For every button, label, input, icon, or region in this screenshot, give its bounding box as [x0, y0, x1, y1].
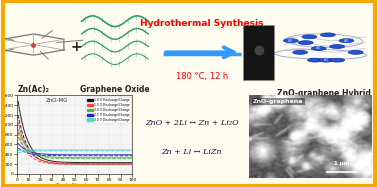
Text: ZnO + 2Li ↔ Zn + Li₂O: ZnO + 2Li ↔ Zn + Li₂O [145, 119, 239, 127]
Circle shape [330, 58, 345, 62]
Text: ZnO: ZnO [344, 39, 349, 43]
Text: ZnO-MG: ZnO-MG [46, 98, 69, 103]
Circle shape [311, 47, 326, 50]
Circle shape [319, 58, 333, 62]
Y-axis label: Specific Capacity (mAh g⁻¹): Specific Capacity (mAh g⁻¹) [0, 105, 1, 165]
Text: 1 μm: 1 μm [334, 161, 349, 166]
Text: Zn(Ac)₂: Zn(Ac)₂ [17, 85, 50, 94]
Circle shape [302, 35, 317, 39]
Legend: 1.0 V Discharge/Charge, 1.5 V Discharge/Charge, 2.0 V Discharge/Charge, 2.5 V Di: 1.0 V Discharge/Charge, 1.5 V Discharge/… [86, 97, 131, 123]
Circle shape [348, 50, 363, 54]
Text: ZnO: ZnO [316, 47, 321, 50]
Circle shape [284, 39, 298, 43]
X-axis label: Cycle Number: Cycle Number [56, 183, 93, 187]
Text: Graphene Oxide: Graphene Oxide [80, 85, 150, 94]
Circle shape [293, 50, 308, 54]
Circle shape [330, 45, 345, 48]
Text: ZnO-graphene: ZnO-graphene [253, 99, 304, 104]
Text: +: + [70, 41, 82, 54]
Text: ZnO-graphene Hybrid: ZnO-graphene Hybrid [277, 89, 371, 98]
Circle shape [308, 58, 322, 62]
Text: 180 °C, 12 h: 180 °C, 12 h [176, 72, 228, 81]
Circle shape [321, 33, 335, 37]
Circle shape [298, 41, 313, 45]
Bar [243, 25, 274, 80]
Circle shape [339, 39, 354, 43]
Text: Zn + Li ↔ LiZn: Zn + Li ↔ LiZn [161, 148, 222, 156]
Text: Hydrothermal Synthesis: Hydrothermal Synthesis [140, 19, 264, 28]
Text: ZnO: ZnO [288, 39, 293, 43]
Text: ZnO: ZnO [324, 58, 329, 62]
